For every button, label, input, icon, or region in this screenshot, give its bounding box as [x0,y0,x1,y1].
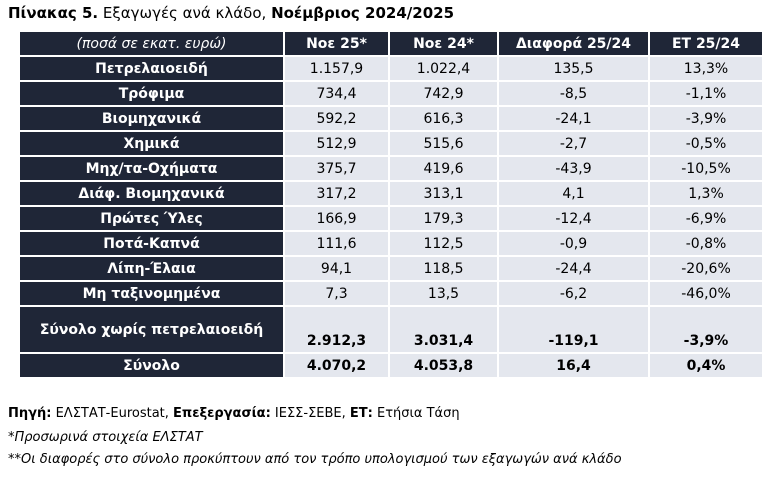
row-label: Πρώτες Ύλες [18,205,285,232]
title-period: Νοέμβριος 2024/2025 [271,4,455,22]
header-row: (ποσά σε εκατ. ευρώ) Νοε 25* Νοε 24* Διαφορ… [18,30,764,57]
source-key: ΕΤ: [349,406,373,421]
table-row: Πρώτες Ύλες 166,9 179,3 -12,4 -6,9% [18,205,764,232]
row-label: Μηχ/τα-Οχήματα [18,155,285,182]
row-label: Πετρελαιοειδή [18,55,285,82]
source-text: ΕΛΣΤΑΤ-Eurostat, [51,406,174,421]
value-cell: 4.070,2 [283,352,390,379]
row-label: Βιομηχανικά [18,105,285,132]
row-label: Τρόφιμα [18,80,285,107]
value-cell: 13,5 [388,280,499,307]
value-cell: -10,5% [648,155,764,182]
value-cell: 4,1 [497,180,650,207]
table-row: Χημικά 512,9 515,6 -2,7 -0,5% [18,130,764,157]
value-cell: -24,4 [497,255,650,282]
value-cell: -2,7 [497,130,650,157]
value-cell: -0,8% [648,230,764,257]
value-cell: 734,4 [283,80,390,107]
value-cell: -12,4 [497,205,650,232]
value-cell: -1,1% [648,80,764,107]
value-cell: 1,3% [648,180,764,207]
value-cell: 3.031,4 [388,305,499,354]
source-key: Επεξεργασία: [173,406,271,421]
value-cell: -0,9 [497,230,650,257]
value-cell: -0,5% [648,130,764,157]
value-cell: 0,4% [648,352,764,379]
table-row: Διάφ. Βιομηχανικά 317,2 313,1 4,1 1,3% [18,180,764,207]
title: Πίνακας 5. Εξαγωγές ανά κλάδο, Νοέμβριος… [8,4,454,22]
source-key: Πηγή: [8,406,52,421]
header-cell: Νοε 24* [388,30,499,57]
value-cell: 7,3 [283,280,390,307]
note: *Προσωρινά στοιχεία ΕΛΣΤΑΤ [8,430,203,445]
value-cell: 135,5 [497,55,650,82]
value-cell: -3,9% [648,105,764,132]
table-row: Τρόφιμα 734,4 742,9 -8,5 -1,1% [18,80,764,107]
value-cell: 592,2 [283,105,390,132]
exports-table: (ποσά σε εκατ. ευρώ) Νοε 25* Νοε 24* Διαφορ… [18,30,764,379]
value-cell: -8,5 [497,80,650,107]
row-label: Σύνολο χωρίς πετρελαιοειδή [18,305,285,354]
value-cell: 742,9 [388,80,499,107]
value-cell: 2.912,3 [283,305,390,354]
value-cell: 16,4 [497,352,650,379]
header-cell: Διαφορά 25/24 [497,30,650,57]
value-cell: 179,3 [388,205,499,232]
value-cell: -43,9 [497,155,650,182]
value-cell: -3,9% [648,305,764,354]
value-cell: 94,1 [283,255,390,282]
row-label: Ποτά-Καπνά [18,230,285,257]
title-text: Εξαγωγές ανά κλάδο, [98,4,272,22]
value-cell: 616,3 [388,105,499,132]
row-label: Σύνολο [18,352,285,379]
source-text: Ετήσια Τάση [372,406,460,421]
header-cell: ΕΤ 25/24 [648,30,764,57]
row-label: Λίπη-Έλαια [18,255,285,282]
header-cell: Νοε 25* [283,30,390,57]
value-cell: 118,5 [388,255,499,282]
row-label: Μη ταξινομημένα [18,280,285,307]
value-cell: -20,6% [648,255,764,282]
table-row: Ποτά-Καπνά 111,6 112,5 -0,9 -0,8% [18,230,764,257]
row-label: Χημικά [18,130,285,157]
table-row: Σύνολο χωρίς πετρελαιοειδή 2.912,3 3.031,4… [18,305,764,354]
table-row: Μη ταξινομημένα 7,3 13,5 -6,2 -46,0% [18,280,764,307]
value-cell: 313,1 [388,180,499,207]
row-label: Διάφ. Βιομηχανικά [18,180,285,207]
value-cell: 112,5 [388,230,499,257]
value-cell: 419,6 [388,155,499,182]
value-cell: 375,7 [283,155,390,182]
table-row: Μηχ/τα-Οχήματα 375,7 419,6 -43,9 -10,5% [18,155,764,182]
source: Πηγή: ΕΛΣΤΑΤ-Eurostat, Επεξεργασία: ΙΕΣΣ… [8,406,460,421]
value-cell: -6,2 [497,280,650,307]
table-row: Λίπη-Έλαια 94,1 118,5 -24,4 -20,6% [18,255,764,282]
value-cell: 1.022,4 [388,55,499,82]
title-label: Πίνακας 5. [8,4,99,22]
value-cell: 317,2 [283,180,390,207]
value-cell: -119,1 [497,305,650,354]
value-cell: 515,6 [388,130,499,157]
value-cell: 166,9 [283,205,390,232]
value-cell: -24,1 [497,105,650,132]
value-cell: 111,6 [283,230,390,257]
value-cell: 4.053,8 [388,352,499,379]
table-row: Σύνολο 4.070,2 4.053,8 16,4 0,4% [18,352,764,379]
value-cell: -6,9% [648,205,764,232]
source-text: ΙΕΣΣ-ΣΕΒΕ, [270,406,350,421]
table-row: Βιομηχανικά 592,2 616,3 -24,1 -3,9% [18,105,764,132]
value-cell: 1.157,9 [283,55,390,82]
note: **Οι διαφορές στο σύνολο προκύπτουν από … [8,452,622,467]
header-cell: (ποσά σε εκατ. ευρώ) [18,30,285,57]
table-row: Πετρελαιοειδή 1.157,9 1.022,4 135,5 13,3% [18,55,764,82]
value-cell: -46,0% [648,280,764,307]
value-cell: 512,9 [283,130,390,157]
value-cell: 13,3% [648,55,764,82]
